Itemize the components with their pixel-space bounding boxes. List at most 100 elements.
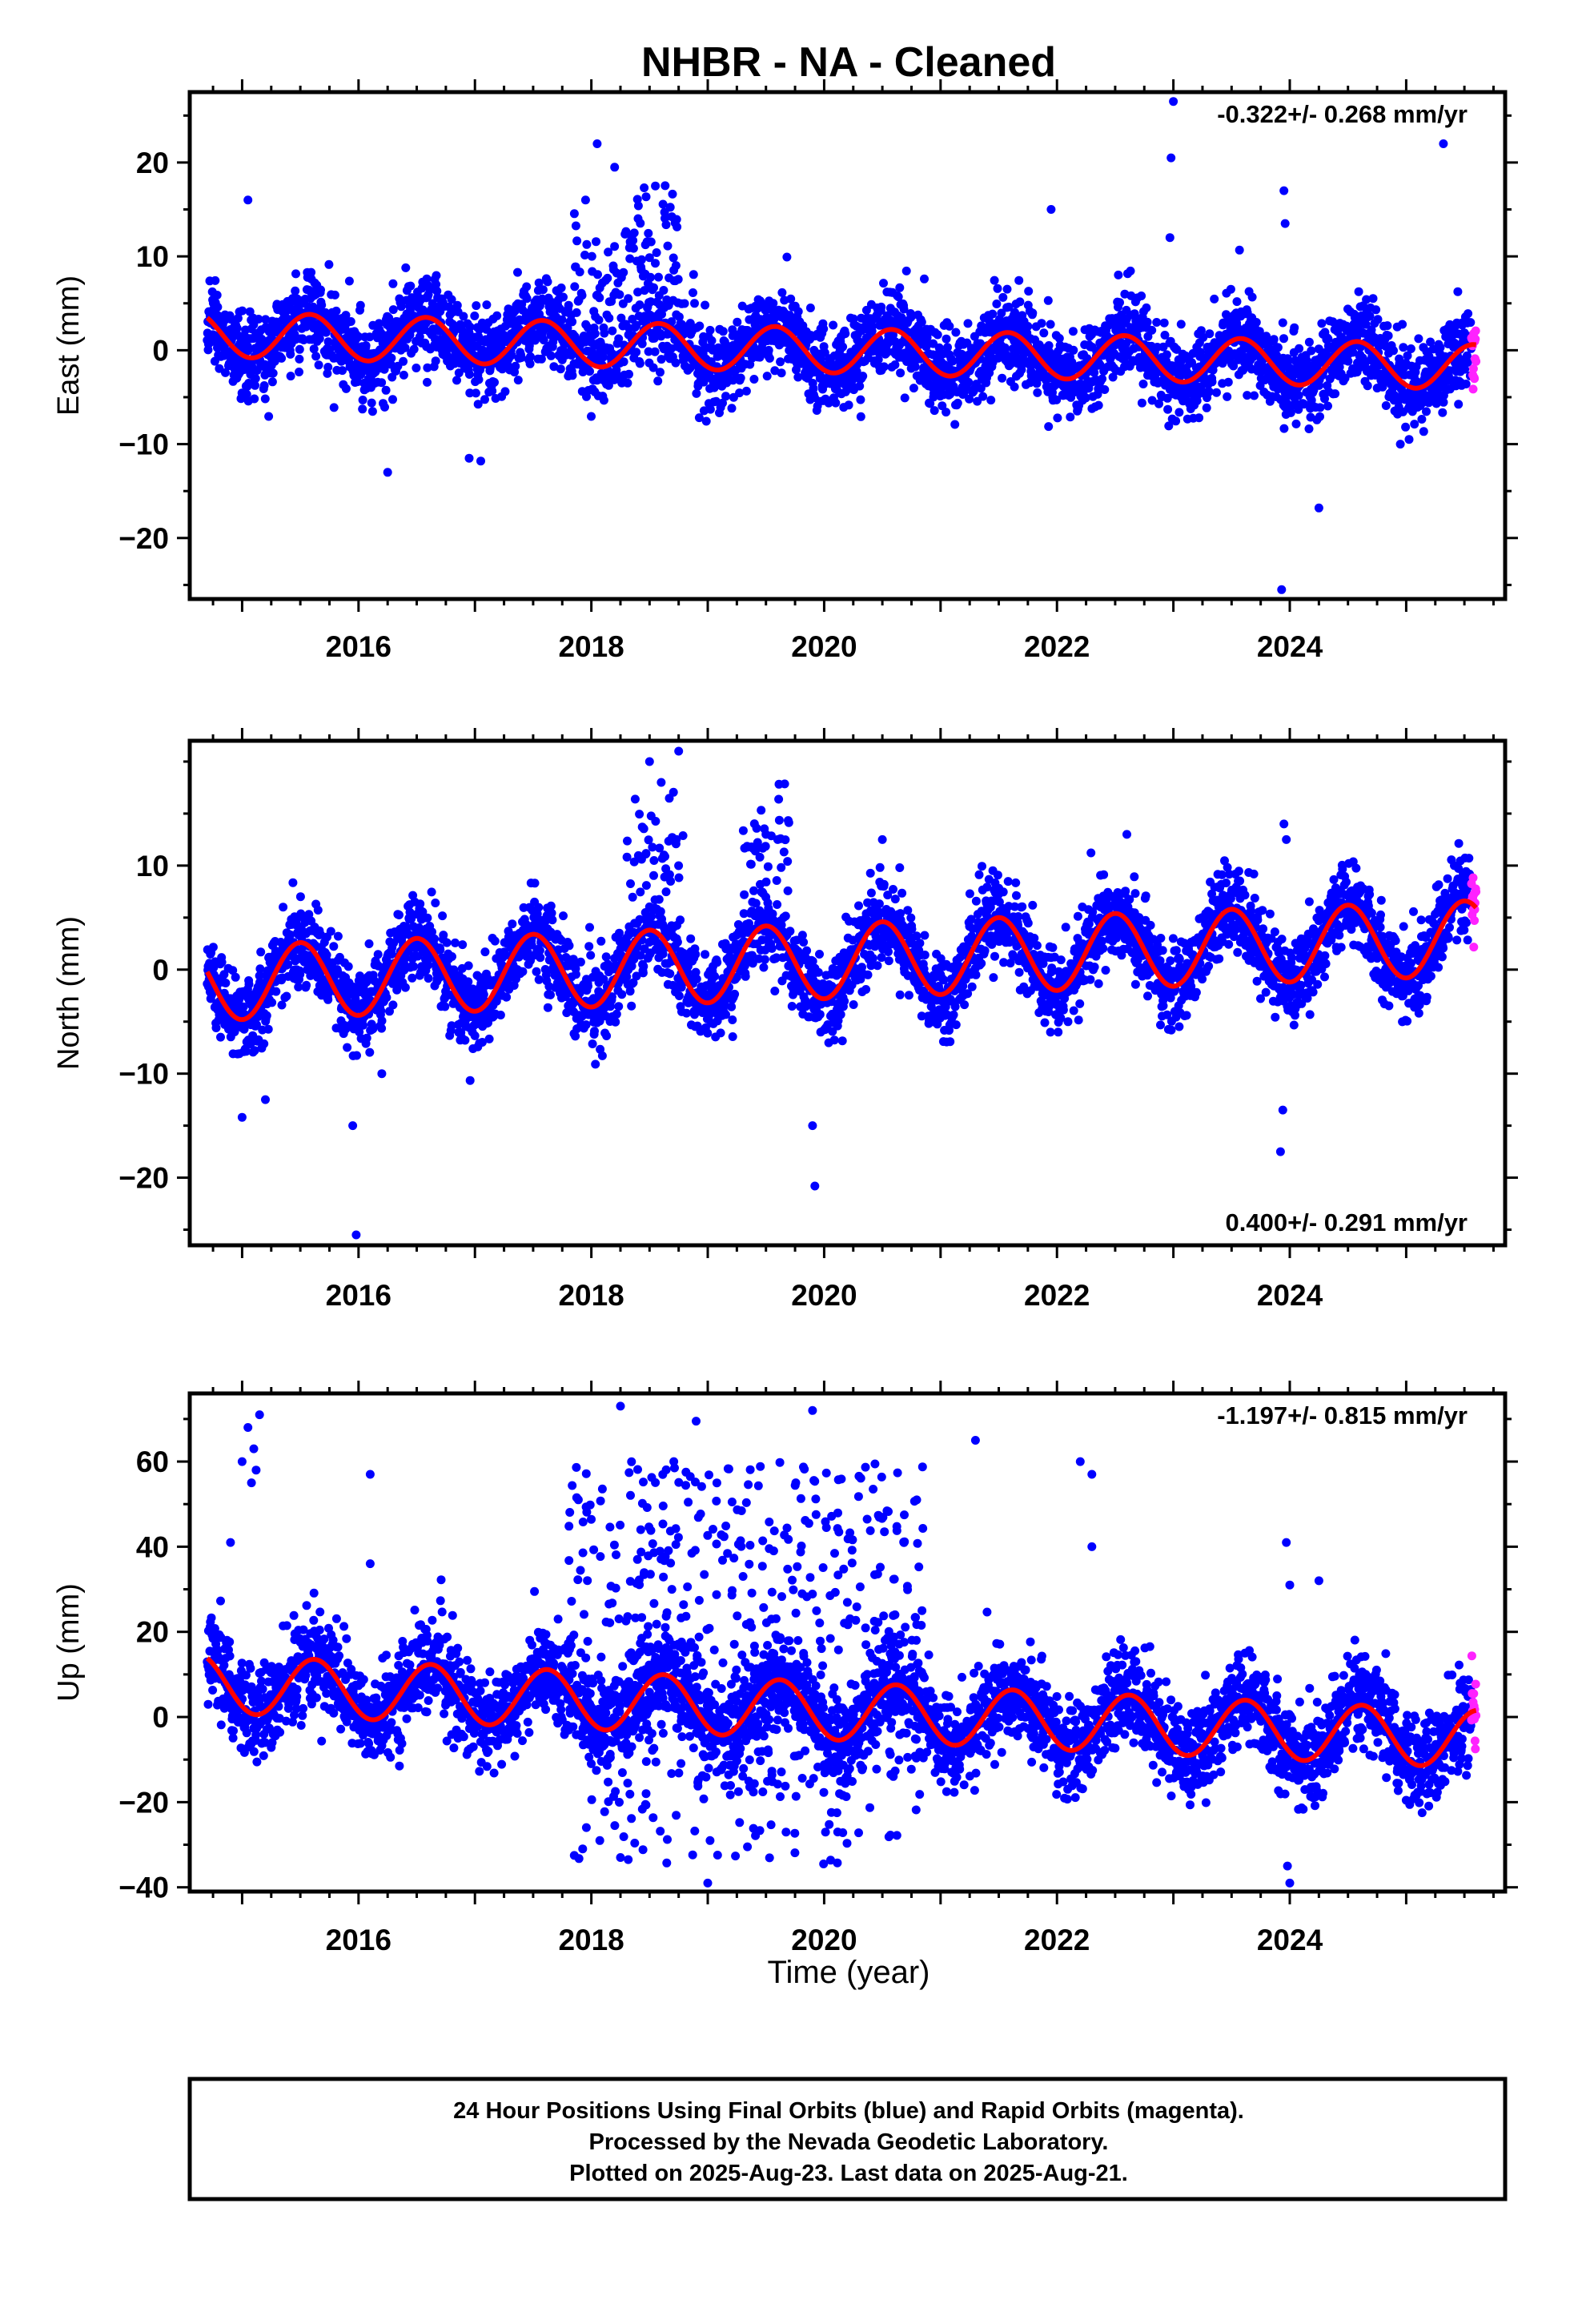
final-point — [597, 1051, 607, 1060]
final-point — [522, 294, 532, 304]
final-point — [536, 354, 546, 364]
final-point — [930, 406, 939, 416]
final-point — [458, 940, 468, 950]
final-point — [1026, 378, 1035, 388]
final-point — [692, 388, 701, 398]
rapid-point — [1472, 356, 1481, 366]
final-point — [632, 348, 641, 357]
final-point — [358, 396, 367, 404]
final-point — [359, 1020, 367, 1030]
outlier-point — [383, 468, 392, 477]
final-point — [1162, 350, 1171, 360]
final-point — [259, 381, 269, 390]
final-point — [1043, 296, 1053, 305]
final-point — [475, 325, 484, 334]
final-point — [764, 345, 773, 355]
final-point — [1115, 298, 1124, 308]
final-point — [255, 964, 265, 974]
final-point — [431, 356, 440, 366]
final-point — [423, 363, 432, 372]
final-point — [556, 283, 566, 292]
final-point — [354, 332, 363, 341]
final-point — [635, 300, 644, 310]
final-point — [1335, 362, 1344, 372]
final-point — [901, 266, 911, 275]
final-point — [680, 299, 689, 308]
final-point — [356, 370, 366, 380]
final-point — [472, 301, 481, 311]
final-point — [1361, 320, 1371, 329]
final-point — [1223, 392, 1232, 401]
final-point — [1137, 398, 1146, 408]
final-point — [267, 998, 277, 1007]
final-point — [1383, 321, 1392, 331]
final-point — [585, 367, 594, 376]
final-point — [1160, 331, 1170, 340]
final-point — [654, 272, 663, 282]
final-point — [922, 333, 932, 342]
final-point — [630, 794, 640, 804]
final-point — [452, 300, 462, 310]
final-point — [1417, 415, 1427, 424]
final-point — [262, 1011, 271, 1020]
final-point — [1159, 318, 1169, 328]
final-point — [626, 879, 635, 888]
final-point — [852, 367, 861, 376]
final-point — [628, 235, 638, 245]
east-x-tick-label: 2016 — [326, 630, 391, 663]
final-point — [997, 308, 1006, 318]
final-point — [1323, 334, 1333, 344]
final-point — [594, 316, 604, 325]
final-point — [307, 267, 316, 277]
final-point — [482, 300, 492, 310]
final-point — [295, 970, 305, 979]
final-point — [425, 285, 435, 295]
final-point — [1122, 339, 1130, 348]
east-fit-curve — [205, 312, 1477, 391]
final-point — [976, 384, 986, 393]
east-y-tick-label: −10 — [118, 428, 169, 461]
final-point — [844, 400, 853, 410]
final-point — [629, 228, 639, 238]
final-point — [721, 392, 730, 401]
final-point — [534, 975, 544, 984]
final-point — [1162, 393, 1172, 403]
final-point — [584, 942, 594, 951]
final-point — [819, 324, 829, 334]
final-point — [502, 992, 512, 1002]
final-point — [341, 311, 351, 320]
final-point — [718, 398, 727, 408]
final-point — [367, 398, 376, 408]
final-point — [855, 381, 865, 391]
final-point — [470, 1031, 480, 1040]
final-point — [438, 911, 448, 921]
north-points — [203, 746, 1481, 1240]
final-point — [313, 906, 323, 915]
final-point — [1024, 287, 1034, 296]
final-point — [619, 267, 628, 277]
final-point — [341, 384, 351, 393]
final-point — [1193, 391, 1203, 400]
final-point — [1114, 270, 1123, 279]
final-point — [484, 1034, 494, 1043]
final-point — [893, 292, 903, 302]
final-point — [439, 931, 448, 940]
final-point — [601, 952, 611, 962]
final-point — [221, 368, 230, 377]
final-point — [228, 966, 238, 975]
final-point — [628, 892, 637, 902]
final-point — [459, 312, 468, 321]
final-point — [282, 991, 291, 1001]
final-point — [430, 934, 440, 943]
final-point — [387, 353, 396, 363]
final-point — [1294, 391, 1303, 400]
final-point — [1463, 358, 1472, 367]
final-point — [661, 181, 670, 191]
final-point — [1044, 422, 1054, 432]
final-point — [614, 334, 624, 344]
final-point — [608, 326, 617, 336]
final-point — [575, 267, 584, 277]
final-point — [993, 283, 1002, 293]
final-point — [239, 1002, 248, 1011]
